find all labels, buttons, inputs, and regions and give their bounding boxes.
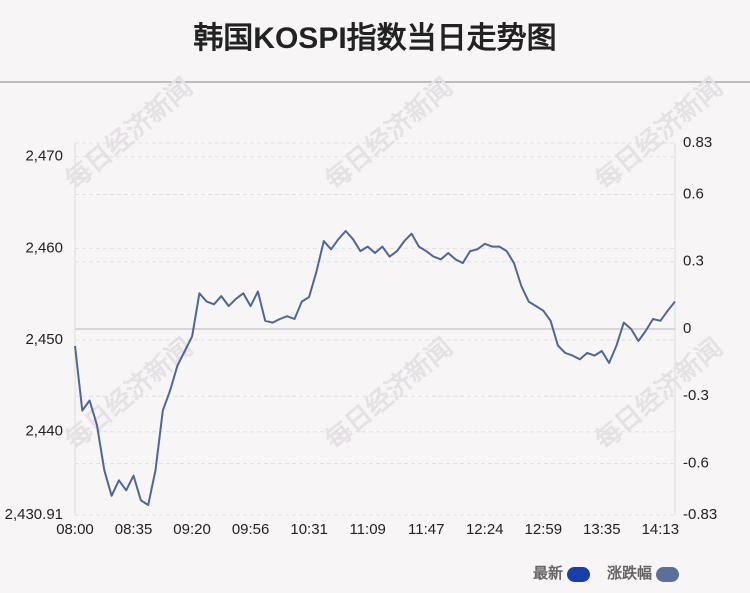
y-tick-label: 2,470 (25, 148, 63, 165)
y2-tick-label: -0.6 (683, 454, 709, 471)
y-tick-label: 2,450 (25, 331, 63, 348)
legend-label: 涨跌幅 (607, 564, 652, 582)
x-tick-label: 11:47 (408, 521, 444, 538)
x-tick-label: 09:20 (173, 521, 211, 538)
x-tick-label: 08:00 (56, 521, 94, 538)
y2-tick-label: -0.83 (683, 506, 717, 523)
y-tick-label: 2,460 (25, 239, 63, 256)
x-tick-label: 13:35 (583, 521, 621, 538)
y2-tick-label: 0.6 (683, 186, 704, 203)
y2-tick-label: 0.83 (683, 134, 712, 151)
y2-tick-label: -0.3 (683, 387, 709, 404)
y2-tick-label: 0.3 (683, 253, 704, 270)
y2-tick-label: 0 (683, 320, 691, 337)
x-tick-label: 14:13 (642, 521, 680, 538)
x-tick-label: 11:09 (349, 521, 385, 538)
y-tick-label: 2,430.91 (5, 506, 63, 523)
y-tick-label: 2,440 (25, 423, 63, 440)
x-tick-label: 12:24 (466, 521, 504, 538)
price-line (74, 230, 676, 506)
legend-swatch (656, 567, 680, 582)
x-tick-label: 10:31 (290, 521, 328, 538)
x-tick-label: 08:35 (115, 521, 153, 538)
legend-label: 最新 (533, 564, 563, 582)
x-tick-label: 12:59 (525, 521, 563, 538)
legend-swatch (567, 567, 591, 582)
x-tick-label: 09:56 (232, 521, 270, 538)
chart-title: 韩国KOSPI指数当日走势图 (193, 22, 556, 55)
